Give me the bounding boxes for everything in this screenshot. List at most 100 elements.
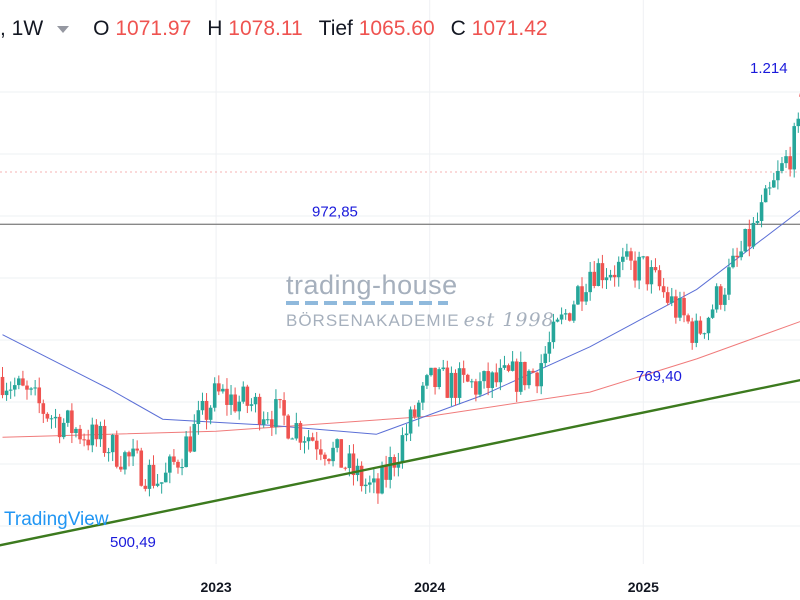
candle: [127, 450, 131, 467]
candle: [339, 439, 344, 468]
candle: [29, 387, 33, 396]
candle: [531, 368, 535, 374]
candle: [106, 447, 111, 462]
candle: [33, 379, 37, 396]
candle: [788, 146, 792, 177]
candle: [604, 268, 609, 289]
candle: [559, 307, 564, 325]
candle: [249, 398, 254, 412]
tradingview-logo[interactable]: TradingView: [4, 509, 109, 530]
candle: [776, 160, 780, 190]
candle: [261, 411, 266, 428]
candle: [290, 437, 295, 440]
candle: [718, 284, 723, 310]
candle: [163, 462, 168, 483]
candle: [245, 384, 250, 414]
candle: [208, 405, 213, 425]
candle: [90, 417, 95, 453]
candle: [237, 395, 241, 420]
candle: [335, 438, 339, 453]
candle: [123, 450, 127, 475]
candle: [641, 255, 646, 260]
candle: [37, 377, 42, 414]
candle: [155, 473, 160, 488]
candle: [551, 313, 556, 349]
candle: [731, 248, 735, 269]
candle: [686, 313, 690, 324]
candle: [523, 361, 527, 391]
high-label: H: [207, 17, 223, 40]
candle: [588, 261, 592, 301]
candle: [257, 393, 262, 431]
candle: [363, 478, 368, 494]
candle: [763, 185, 768, 203]
candle: [710, 304, 715, 319]
interval-label[interactable]: , 1W: [0, 17, 44, 40]
candle: [392, 454, 397, 477]
candle: [465, 373, 470, 383]
candle: [616, 256, 621, 287]
candle: [649, 260, 654, 294]
candle: [196, 400, 201, 435]
candle: [461, 360, 466, 383]
candle: [21, 370, 25, 387]
candle: [184, 431, 188, 468]
candle: [278, 398, 282, 409]
candle: [110, 433, 115, 462]
candle: [498, 359, 503, 391]
candle: [755, 212, 760, 225]
candle: [494, 363, 499, 387]
watermark: trading-house BÖRSENAKADEMIE est 1998: [286, 270, 555, 331]
candle: [543, 346, 548, 368]
candle: [608, 269, 613, 281]
candle: [527, 369, 531, 389]
candle: [327, 458, 331, 465]
candle: [784, 150, 788, 168]
candle: [253, 392, 258, 413]
candle: [188, 426, 193, 454]
trendline[interactable]: [0, 372, 800, 548]
candles: [0, 112, 800, 504]
candle: [580, 277, 584, 311]
candle: [12, 377, 17, 397]
candle: [572, 300, 576, 323]
candle: [192, 414, 197, 453]
candle: [298, 420, 303, 450]
candle: [669, 287, 674, 307]
candle: [314, 431, 319, 460]
candle: [514, 358, 519, 403]
candle: [539, 354, 543, 395]
candle: [661, 278, 666, 298]
candle: [690, 317, 694, 350]
candle: [94, 419, 99, 447]
candle: [767, 181, 772, 196]
candle: [78, 424, 82, 444]
candle: [216, 375, 221, 396]
ma-slow-line: [2, 321, 800, 438]
candle: [8, 381, 13, 399]
chevron-down-icon[interactable]: [57, 25, 70, 33]
candle: [143, 479, 148, 492]
candle: [682, 291, 686, 323]
candle: [453, 369, 458, 406]
candle: [176, 459, 180, 474]
candle: [49, 415, 54, 429]
candle: [225, 378, 229, 416]
candle: [474, 378, 478, 402]
candle: [747, 219, 752, 257]
low-label: Tief: [318, 17, 353, 40]
candle: [714, 283, 719, 313]
candle: [294, 412, 299, 441]
candle: [131, 438, 135, 467]
candle: [233, 387, 237, 413]
candle: [796, 112, 800, 133]
candle: [621, 247, 625, 271]
candle: [17, 375, 21, 390]
candle: [61, 418, 66, 440]
candle: [82, 433, 86, 447]
candle: [478, 372, 482, 398]
candle: [547, 331, 552, 363]
candle: [282, 392, 286, 426]
close-value: 1071.42: [471, 17, 548, 40]
